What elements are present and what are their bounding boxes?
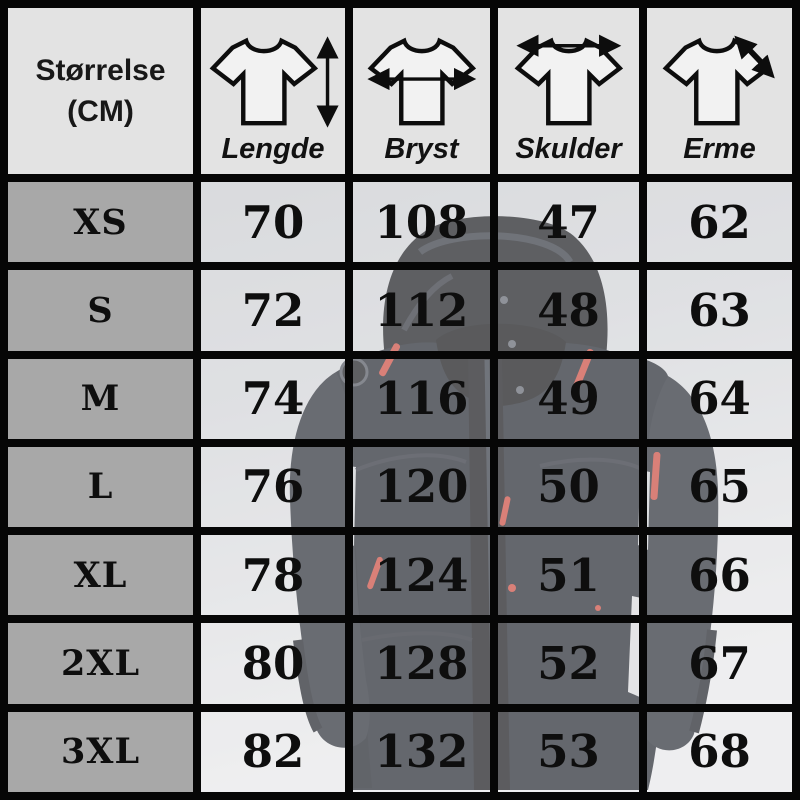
tshirt-shoulder-icon — [512, 29, 626, 131]
value-2xl-lengde: 80 — [197, 619, 349, 708]
value-xl-skulder: 51 — [494, 531, 643, 620]
value-l-skulder: 50 — [494, 442, 643, 532]
tshirt-sleeve-icon — [660, 29, 780, 131]
column-label-lengde: Lengde — [221, 133, 325, 165]
column-label-bryst: Bryst — [384, 133, 459, 165]
tshirt-length-icon — [207, 29, 339, 131]
column-header-lengde: Lengde — [197, 4, 349, 178]
value-xs-lengde: 70 — [197, 177, 349, 267]
value-l-bryst: 120 — [349, 442, 494, 532]
corner-unit: (CM) — [67, 95, 134, 128]
value-xs-erme: 62 — [643, 177, 796, 267]
value-s-erme: 63 — [643, 266, 796, 355]
value-xl-erme: 66 — [643, 531, 796, 620]
size-label-2xl: 2XL — [4, 619, 197, 708]
value-m-lengde: 74 — [197, 354, 349, 443]
value-l-lengde: 76 — [197, 442, 349, 532]
column-label-skulder: Skulder — [515, 133, 622, 165]
size-label-s: S — [4, 266, 197, 355]
column-label-erme: Erme — [683, 133, 756, 165]
value-s-lengde: 72 — [197, 266, 349, 355]
size-label-l: L — [4, 442, 197, 532]
tshirt-chest-icon — [365, 29, 479, 131]
value-s-bryst: 112 — [349, 266, 494, 355]
corner-title: Størrelse — [35, 53, 166, 87]
value-2xl-skulder: 52 — [494, 619, 643, 708]
value-xs-bryst: 108 — [349, 177, 494, 267]
size-label-m: M — [4, 354, 197, 443]
value-2xl-erme: 67 — [643, 619, 796, 708]
value-l-erme: 65 — [643, 442, 796, 532]
column-header-skulder: Skulder — [494, 4, 643, 178]
value-m-bryst: 116 — [349, 354, 494, 443]
value-m-skulder: 49 — [494, 354, 643, 443]
value-m-erme: 64 — [643, 354, 796, 443]
value-xl-lengde: 78 — [197, 531, 349, 620]
size-label-xs: XS — [4, 177, 197, 267]
value-2xl-bryst: 128 — [349, 619, 494, 708]
size-label-xl: XL — [4, 531, 197, 620]
column-header-bryst: Bryst — [349, 4, 494, 178]
corner-header: Størrelse (CM) — [4, 4, 197, 178]
value-3xl-bryst: 132 — [349, 707, 494, 796]
value-s-skulder: 48 — [494, 266, 643, 355]
value-xl-bryst: 124 — [349, 531, 494, 620]
value-xs-skulder: 47 — [494, 177, 643, 267]
value-3xl-lengde: 82 — [197, 707, 349, 796]
column-header-erme: Erme — [643, 4, 796, 178]
value-3xl-skulder: 53 — [494, 707, 643, 796]
value-3xl-erme: 68 — [643, 707, 796, 796]
size-label-3xl: 3XL — [4, 707, 197, 796]
